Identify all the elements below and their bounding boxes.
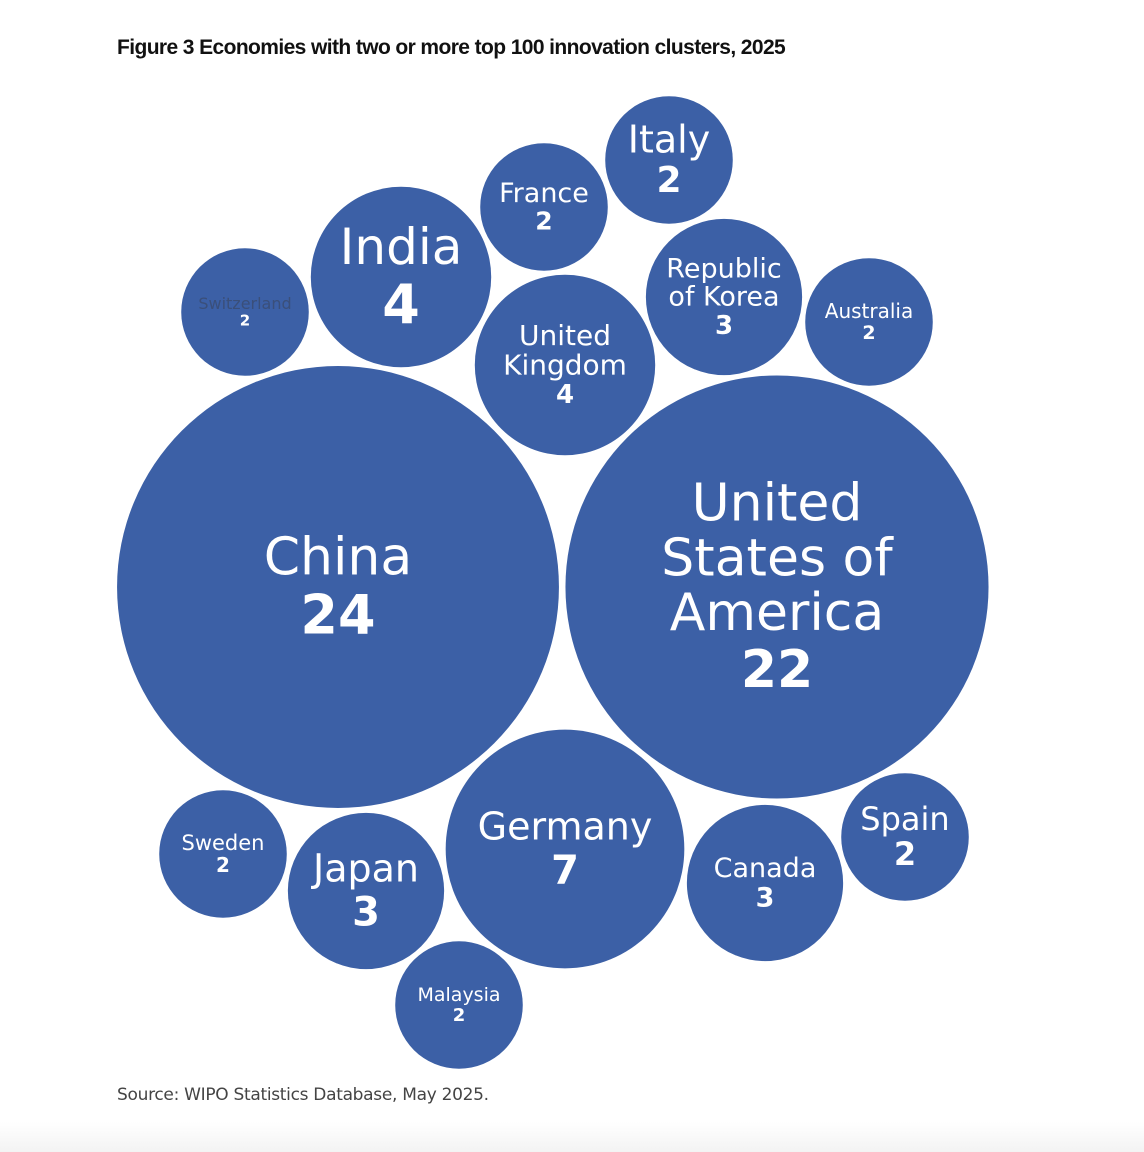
bubble-label: America	[670, 583, 885, 643]
bubble-circle	[287, 812, 445, 970]
bubble-label: China	[264, 527, 413, 587]
bubble-value: 2	[894, 835, 916, 873]
bubble-value: 2	[862, 322, 875, 344]
bubble-label: Malaysia	[417, 984, 500, 1006]
bubble-circle	[605, 96, 733, 224]
bubble-circle	[645, 218, 803, 376]
bubble-label: of Korea	[668, 282, 779, 313]
bubble-circle	[445, 729, 685, 969]
bubble-label: Spain	[860, 800, 949, 838]
chart-title: Figure 3 Economies with two or more top …	[117, 36, 786, 59]
bubble-label: Germany	[478, 804, 653, 848]
bubble-value: 3	[352, 889, 380, 935]
bubble-label: Kingdom	[503, 348, 627, 381]
bubble-circle	[841, 773, 969, 901]
bubble-value: 22	[741, 640, 813, 700]
bubble-label: India	[340, 218, 463, 276]
bubble-value: 2	[453, 1005, 466, 1026]
bubble-value: 2	[535, 206, 552, 235]
bubble-value: 24	[300, 584, 375, 647]
bubble-value: 2	[216, 853, 230, 877]
bubble-label: Australia	[825, 299, 913, 323]
bubble-value: 7	[551, 847, 579, 893]
bubble-circle	[474, 274, 656, 456]
bubble-circle	[395, 941, 523, 1069]
bubble-label: Sweden	[182, 831, 265, 855]
bubble-value: 2	[240, 311, 250, 329]
page-bottom-edge	[0, 1122, 1144, 1152]
bubble-circle	[686, 804, 844, 962]
bubble-label: France	[499, 178, 589, 209]
bubble-label: Switzerland	[198, 294, 291, 313]
bubble-circle	[805, 258, 933, 386]
bubble-circle	[565, 375, 989, 799]
source-note: Source: WIPO Statistics Database, May 20…	[117, 1085, 489, 1105]
bubble-label: Canada	[714, 853, 817, 884]
bubble-label: Republic	[666, 253, 781, 284]
bubble-value: 3	[715, 311, 733, 341]
bubble-circle	[310, 186, 492, 368]
bubble-circle	[117, 366, 559, 808]
bubble-label: Japan	[311, 846, 419, 890]
bubble-label: United	[519, 319, 611, 352]
bubble-circle	[480, 143, 608, 271]
bubble-circle	[159, 790, 287, 918]
bubble-label: Italy	[628, 117, 710, 161]
bubble-value: 4	[556, 380, 574, 410]
bubble-value: 4	[382, 273, 420, 336]
bubble-label: States of	[661, 528, 894, 588]
bubble-value: 2	[656, 160, 681, 201]
bubble-circle	[181, 248, 309, 376]
bubble-label: United	[692, 474, 863, 534]
bubble-value: 3	[756, 883, 775, 914]
